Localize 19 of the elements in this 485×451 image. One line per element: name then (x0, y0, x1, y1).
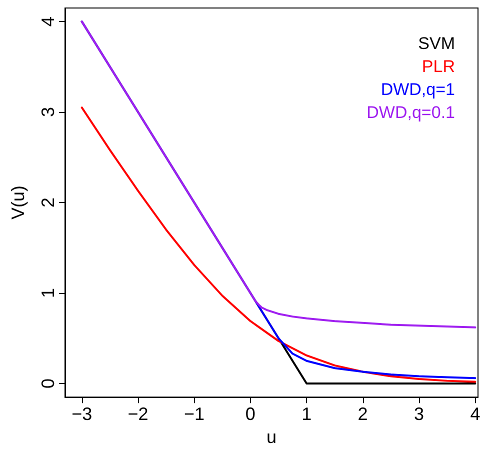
x-tick-label: 4 (470, 404, 480, 424)
y-tick-label: 1 (38, 288, 58, 298)
y-tick-label: 3 (38, 107, 58, 118)
text: SVM (418, 34, 455, 53)
y-tick-label: 4 (38, 16, 58, 27)
y-axis-title: V(u) (8, 186, 28, 220)
text: PLR (422, 57, 455, 76)
x-tick-label: −3 (72, 404, 92, 424)
text: DWD,q=1 (380, 80, 455, 99)
x-tick-label: −2 (128, 404, 148, 424)
x-tick-label: 3 (414, 404, 424, 424)
y-tick-label: 0 (38, 378, 58, 389)
x-axis-title: u (266, 427, 277, 447)
y-tick-label: 2 (38, 198, 58, 208)
text: DWD,q=0.1 (366, 103, 455, 122)
x-tick-label: 2 (358, 404, 368, 424)
x-tick-label: −1 (184, 404, 205, 424)
x-tick-label: 0 (245, 404, 256, 424)
x-tick-label: 1 (302, 404, 312, 424)
